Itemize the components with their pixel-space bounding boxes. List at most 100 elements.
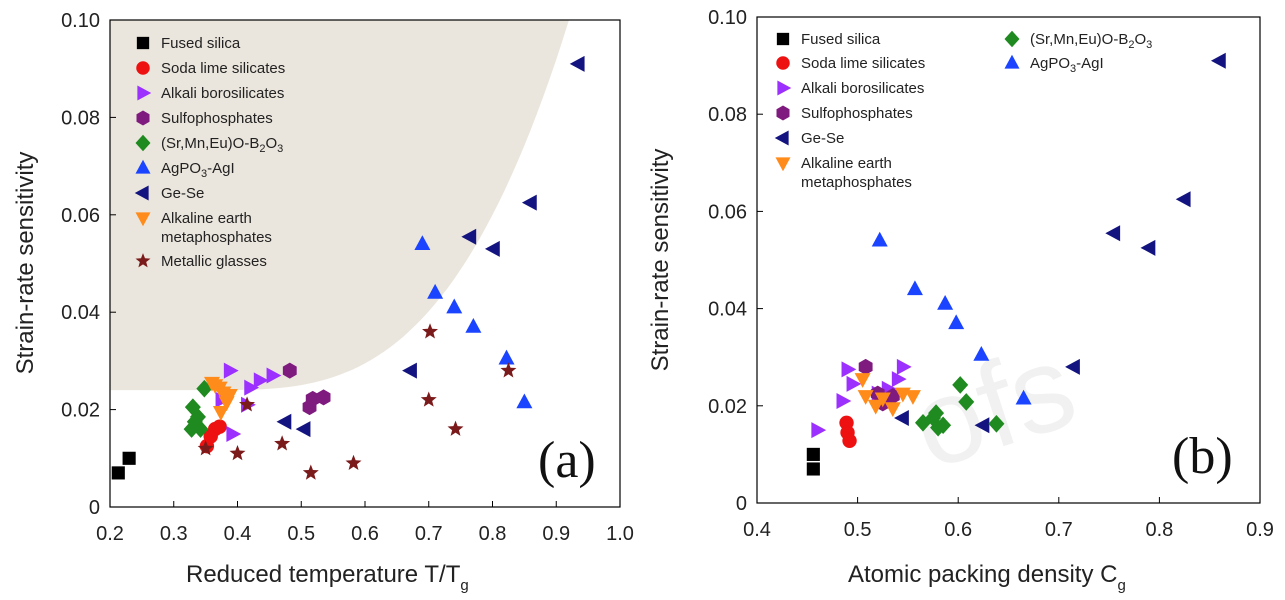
y-axis-label-b: Strain-rate sensitivity — [647, 149, 674, 372]
point-b-sr-mn-eu-o-b-o-7 — [988, 414, 1005, 433]
panel-b: 0.4 0.5 0.6 0.7 0.8 0.900.020.040.060.080.10 … — [647, 7, 1274, 594]
point-a-sulfophosphates-2 — [305, 390, 320, 407]
y-tick-label-a-4: 0.08 — [61, 107, 100, 129]
y-tick-label-b-2: 0.04 — [708, 299, 747, 321]
legend-marker-b-soda-lime-silicates — [776, 56, 790, 70]
point-a-metallic-glasses-2 — [239, 396, 256, 412]
point-a-metallic-glasses-9 — [500, 362, 517, 378]
x-tick-label-a-7: 0.9 — [542, 523, 570, 545]
y-tick-label-b-5: 0.10 — [708, 7, 747, 29]
panel-label-b: (b) — [1172, 428, 1233, 485]
x-axis-label-b-sub: g — [1117, 577, 1125, 594]
point-b-sulfophosphates-3 — [885, 388, 900, 405]
point-b-ge-se-1 — [974, 417, 990, 434]
x-tick-label-a-8: 1.0 — [606, 523, 634, 545]
legend-label-b-alkaline-earth-metaphosphates-line-1: Alkaline earth — [801, 155, 892, 172]
point-b-alkaline-earth-metaphosphates-0 — [854, 373, 871, 388]
legend-label-b-fused-silica: Fused silica — [801, 31, 881, 48]
point-a-metallic-glasses-0 — [197, 440, 214, 456]
axis-ticks-a: 0.2 0.3 0.4 0.5 0.6 0.7 0.8 0.9 1.0 0 0.02 0.04 0.06… — [61, 10, 634, 545]
x-axis-label-a-sub: g — [460, 577, 468, 594]
legend-marker-a-metallic-glasses — [135, 253, 151, 268]
legend-marker-a-soda-lime-silicates — [136, 61, 150, 75]
point-b-agpo-agi-4 — [973, 345, 990, 361]
point-b-alkaline-earth-metaphosphates-4 — [884, 402, 901, 418]
legend-marker-b-alkaline-earth-metaphosphates — [775, 157, 791, 172]
x-axis-label-b: Atomic packing density Cg — [848, 561, 1126, 594]
legend-label-a-sr-mn-eu-o-b-o: (Sr,Mn,Eu)O-B2O3 — [161, 135, 283, 155]
point-b-alkali-borosilicates-7 — [896, 358, 912, 375]
point-b-alkali-borosilicates-0 — [811, 422, 827, 439]
point-b-sr-mn-eu-o-b-o-5 — [952, 376, 969, 394]
x-tick-label-a-2: 0.4 — [224, 523, 252, 545]
point-a-sr-mn-eu-o-b-o-4 — [192, 420, 209, 438]
point-b-alkaline-earth-metaphosphates-3 — [874, 392, 891, 408]
point-b-soda-lime-silicates-2 — [842, 433, 857, 448]
point-a-agpo-agi-0 — [414, 235, 431, 251]
legend-a: Fused silica Soda lime silicates Alkali bo… — [134, 35, 285, 270]
y-tick-label-b-1: 0.02 — [708, 396, 747, 418]
legend-label-b-soda-lime-silicates: Soda lime silicates — [801, 55, 925, 72]
point-a-alkali-borosilicates-4 — [244, 379, 260, 396]
point-a-agpo-agi-1 — [427, 283, 444, 299]
point-b-agpo-agi-1 — [906, 280, 923, 296]
legend-marker-a-alkali-borosilicates — [137, 85, 152, 101]
legend-label-a-fused-silica: Fused silica — [161, 35, 241, 52]
point-b-sr-mn-eu-o-b-o-6 — [958, 393, 975, 411]
x-tick-label-a-6: 0.8 — [479, 523, 507, 545]
x-axis-label-a-main: Reduced temperature T/T — [186, 561, 461, 588]
panel-label-a: (a) — [538, 432, 596, 489]
legend-marker-b-fused-silica — [776, 32, 790, 46]
legend-label-b-agpo-agi: AgPO3-AgI — [1030, 55, 1104, 75]
point-a-ge-se-1 — [295, 421, 311, 438]
point-a-metallic-glasses-5 — [345, 454, 362, 470]
legend-label-a-metallic-glasses: Metallic glasses — [161, 253, 267, 270]
legend-marker-b-sulfophosphates — [776, 105, 790, 121]
y-tick-label-a-2: 0.04 — [61, 302, 100, 324]
point-b-alkali-borosilicates-6 — [891, 371, 907, 388]
point-a-ge-se-6 — [569, 55, 585, 72]
point-a-fused-silica-1 — [122, 451, 136, 465]
legend-marker-a-agpo-agi — [135, 159, 151, 174]
x-tick-label-a-1: 0.3 — [160, 523, 188, 545]
point-a-agpo-agi-4 — [498, 349, 515, 365]
y-tick-label-b-4: 0.08 — [708, 104, 747, 126]
y-tick-label-b-3: 0.06 — [708, 201, 747, 223]
legend-label-a-soda-lime-silicates: Soda lime silicates — [161, 60, 285, 77]
legend-label-a-alkaline-earth-metaphosphates-line-2: metaphosphates — [161, 229, 272, 246]
plot-frame-b — [756, 16, 1261, 504]
y-tick-label-a-0: 0 — [89, 497, 100, 519]
y-tick-label-b-0: 0 — [736, 493, 747, 515]
x-axis-label-a: Reduced temperature T/Tg — [186, 561, 469, 594]
point-b-alkali-borosilicates-3 — [846, 375, 862, 392]
shaded-region-a — [110, 20, 569, 391]
point-b-agpo-agi-5 — [1015, 389, 1032, 405]
point-a-agpo-agi-5 — [516, 393, 533, 409]
point-a-alkali-borosilicates-2 — [226, 425, 242, 442]
point-a-alkali-borosilicates-5 — [253, 372, 269, 389]
point-b-ge-se-6 — [1210, 52, 1226, 69]
point-b-alkali-borosilicates-1 — [836, 392, 852, 409]
legend-marker-a-fused-silica — [136, 36, 150, 50]
point-a-ge-se-3 — [461, 228, 477, 245]
point-a-sr-mn-eu-o-b-o-3 — [184, 398, 201, 416]
point-b-sr-mn-eu-o-b-o-4 — [928, 404, 945, 422]
legend-label-a-alkaline-earth-metaphosphates-line-1: Alkaline earth — [161, 210, 252, 227]
point-a-metallic-glasses-8 — [447, 420, 464, 436]
y-tick-label-a-1: 0.02 — [61, 400, 100, 422]
point-a-alkali-borosilicates-1 — [223, 362, 239, 379]
point-a-agpo-agi-3 — [465, 318, 482, 333]
point-b-alkaline-earth-metaphosphates-6 — [904, 390, 921, 405]
legend-marker-b-alkali-borosilicates — [777, 80, 792, 96]
point-b-ge-se-3 — [1105, 225, 1121, 242]
legend-label-a-agpo-agi: AgPO3-AgI — [161, 160, 235, 180]
point-a-alkaline-earth-metaphosphates-6 — [212, 406, 229, 421]
point-a-ge-se-5 — [521, 194, 537, 211]
point-a-metallic-glasses-4 — [302, 464, 319, 480]
legend-label-a-sulfophosphates: Sulfophosphates — [161, 110, 273, 127]
x-tick-label-b-4: 0.8 — [1145, 519, 1173, 541]
y-tick-label-a-3: 0.06 — [61, 205, 100, 227]
point-b-agpo-agi-2 — [937, 294, 954, 310]
legend-marker-b-agpo-agi — [1004, 54, 1020, 69]
